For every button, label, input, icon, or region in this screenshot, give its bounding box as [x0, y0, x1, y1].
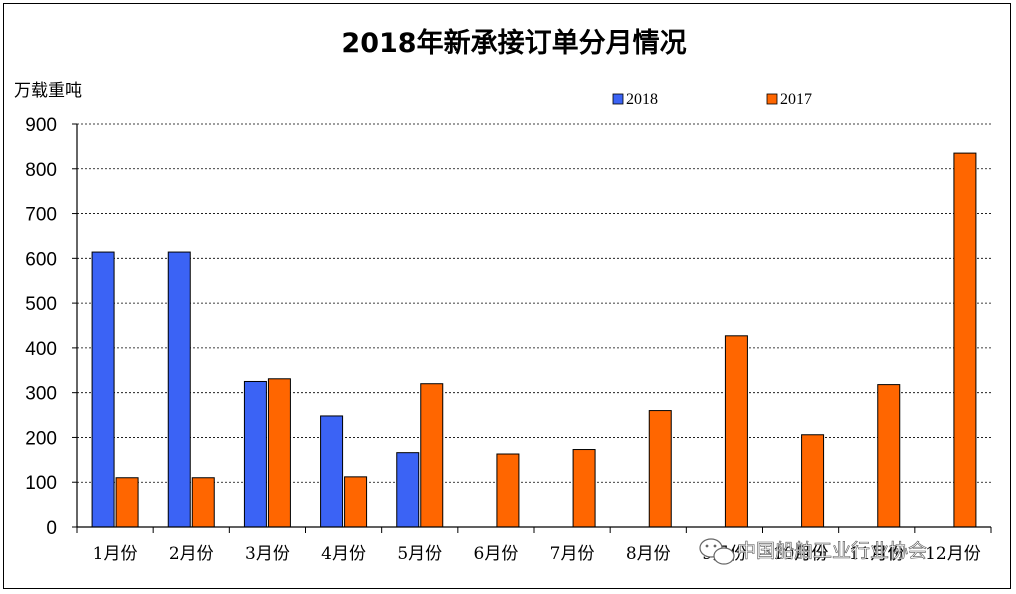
bar-2018-3 [243, 380, 267, 528]
gridlines [77, 123, 991, 483]
x-tick-label: 4月份 [321, 544, 366, 564]
y-tick-labels: 0 100 200 300 400 500 600 700 800 900 [25, 115, 77, 539]
watermark-text: 中国船舶工业行业协会 [737, 540, 927, 562]
y-tick-label: 800 [25, 160, 57, 181]
y-tick-label: 900 [25, 115, 57, 136]
x-tick-label: 5月份 [397, 544, 442, 564]
x-tick-label: 10月份 [773, 544, 829, 564]
bar-2017-5 [420, 383, 444, 528]
y-axis-unit-label: 万载重吨 [14, 81, 82, 101]
x-tick-label: 3月份 [245, 544, 290, 564]
bar-2017-3 [267, 378, 291, 528]
axes [76, 124, 991, 528]
y-tick-label: 700 [25, 205, 57, 226]
legend-label-2018: 2018 [626, 91, 658, 108]
watermark: 中国船舶工业行业协会 [699, 538, 927, 565]
y-tick-label: 500 [25, 294, 57, 315]
y-tick-label: 600 [25, 249, 57, 270]
y-tick-label: 0 [46, 518, 57, 539]
x-tick-label: 12月份 [925, 544, 981, 564]
x-tick-labels: 1月份2月份3月份4月份5月份6月份7月份8月份9月份10月份11月份12月份 [76, 527, 992, 564]
x-tick-label: 6月份 [474, 544, 519, 564]
bar-2018-1 [91, 251, 115, 528]
bar-2018-5 [396, 452, 420, 528]
bar-2017-1 [115, 477, 139, 528]
bar-2017-4 [344, 476, 368, 528]
x-tick-label: 2月份 [169, 544, 214, 564]
chart-title: 2018年新承接订单分月情况 [341, 27, 686, 59]
legend-label-2017: 2017 [780, 91, 812, 108]
bar-2017-2 [191, 477, 215, 528]
bar-2017-12 [953, 152, 977, 528]
y-tick-label: 300 [25, 384, 57, 405]
bar-2017-6 [496, 453, 520, 528]
legend-swatch-2017 [766, 93, 778, 105]
y-tick-label: 100 [25, 473, 57, 494]
y-tick-label: 400 [25, 339, 57, 360]
x-tick-label: 1月份 [93, 544, 138, 564]
bar-2017-10 [801, 434, 825, 528]
bar-2017-9 [724, 335, 748, 528]
bar-2017-8 [648, 410, 672, 528]
legend-swatch-2018 [612, 93, 624, 105]
legend: 2018 2017 [612, 91, 812, 108]
wechat-icon [699, 538, 735, 565]
bar-2017-7 [572, 449, 596, 528]
x-tick-label: 8月份 [626, 544, 671, 564]
x-tick-label: 7月份 [550, 544, 595, 564]
bars [91, 152, 977, 528]
x-tick-label: 11月份 [849, 544, 905, 564]
bar-2018-4 [320, 415, 344, 528]
bar-2017-11 [877, 384, 901, 528]
bar-2018-2 [167, 251, 191, 528]
y-tick-label: 200 [25, 428, 57, 449]
